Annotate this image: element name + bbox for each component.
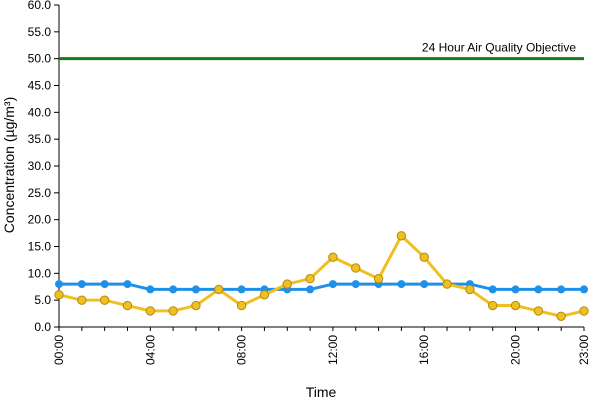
- y-axis: 0.0 5.0 10.0 15.0 20.0 25.0 30.0 35.0 40.0 45.0 50…: [28, 0, 60, 334]
- series-0-point: [305, 274, 315, 284]
- x-tick-label: 00:00: [52, 335, 66, 365]
- series-0-point: [168, 306, 178, 316]
- series-1-point: [511, 285, 520, 294]
- series-0-point: [99, 295, 110, 305]
- x-tick-label: 12:00: [326, 335, 340, 365]
- series-0-point: [214, 284, 224, 295]
- series-group: [54, 231, 589, 321]
- series-0-point: [145, 306, 156, 316]
- series-0-point: [510, 300, 521, 311]
- series-0-point: [373, 274, 384, 284]
- series-0-point: [282, 279, 292, 289]
- x-axis-title: Time: [306, 384, 337, 400]
- series-1-point: [397, 280, 406, 289]
- series-1-point: [169, 285, 178, 294]
- series-1-point: [580, 285, 588, 294]
- series-1-point: [351, 280, 360, 289]
- y-tick-label: 0.0: [34, 320, 51, 334]
- x-tick-label: 20:00: [509, 335, 523, 365]
- series-0-point: [419, 252, 429, 262]
- series-1-point: [237, 285, 246, 294]
- series-1-point: [488, 285, 497, 294]
- series-0-point: [122, 300, 133, 311]
- series-1-point: [146, 285, 155, 294]
- series-1-point: [191, 285, 200, 294]
- series-1-point: [557, 285, 566, 294]
- reference-line-group: 24 Hour Air Quality Objective: [59, 41, 584, 61]
- x-tick-label: 04:00: [143, 335, 157, 365]
- y-tick-label: 60.0: [28, 0, 52, 12]
- series-0-point: [77, 295, 87, 305]
- series-1-point: [420, 280, 429, 289]
- reference-line-label: 24 Hour Air Quality Objective: [422, 41, 576, 55]
- y-axis-title: Concentration (µg/m³): [1, 97, 17, 233]
- series-0-point: [236, 300, 247, 311]
- series-1-point: [55, 280, 63, 289]
- series-0-point: [328, 252, 338, 262]
- series-line-1: [59, 282, 584, 291]
- y-tick-label: 40.0: [28, 105, 52, 119]
- series-1-point: [100, 280, 109, 289]
- x-tick-label: 08:00: [235, 335, 249, 365]
- y-tick-label: 50.0: [28, 52, 52, 66]
- series-0-point: [54, 290, 64, 300]
- series-0-point: [396, 231, 407, 241]
- series-1-point: [123, 280, 132, 289]
- series-0-point: [579, 306, 589, 316]
- series-line-0: [58, 234, 585, 318]
- series-1-point: [328, 280, 337, 289]
- series-1-point: [77, 280, 86, 289]
- series-0-point: [351, 263, 361, 273]
- series-0-point: [533, 306, 544, 316]
- y-tick-label: 30.0: [28, 159, 52, 173]
- series-1-point: [534, 285, 543, 294]
- series-0-point: [259, 290, 270, 300]
- series-1-point: [306, 285, 315, 294]
- y-tick-label: 20.0: [28, 213, 52, 227]
- y-tick-label: 25.0: [28, 186, 52, 200]
- x-tick-label: 23:00: [577, 335, 591, 365]
- x-axis: 00:00 04:00 08:00 12:00 16:00 20:00 23:00: [52, 326, 591, 365]
- x-tick-label: 16:00: [417, 335, 431, 365]
- y-tick-label: 55.0: [28, 25, 52, 39]
- y-tick-label: 5.0: [34, 293, 51, 307]
- y-tick-label: 15.0: [28, 240, 52, 254]
- y-tick-label: 10.0: [28, 266, 52, 280]
- series-0-point: [442, 279, 452, 289]
- series-0-point: [487, 300, 498, 311]
- series-0-point: [556, 311, 566, 321]
- series-0-point: [465, 284, 475, 295]
- y-tick-label: 35.0: [28, 132, 52, 146]
- series-0-point: [191, 300, 201, 311]
- y-tick-label: 45.0: [28, 79, 52, 93]
